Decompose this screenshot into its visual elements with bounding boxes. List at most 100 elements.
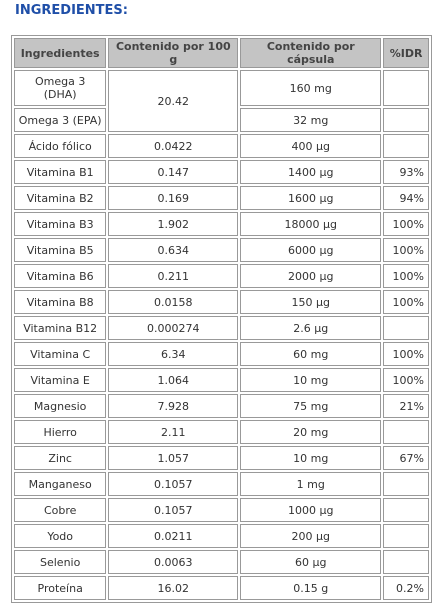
table-cell: Vitamina E: [14, 368, 107, 392]
table-cell: Omega 3 (DHA): [14, 70, 107, 106]
table-cell: 10 mg: [240, 368, 382, 392]
table-cell: Ácido fólico: [14, 134, 107, 158]
table-row: Vitamina B6 0.211 2000 µg 100%: [14, 264, 429, 288]
table-cell: 2000 µg: [240, 264, 382, 288]
table-cell: 100%: [383, 264, 429, 288]
table-row: Cobre 0.1057 1000 µg: [14, 498, 429, 522]
table-cell: 0.147: [108, 160, 239, 184]
table-cell: 100%: [383, 290, 429, 314]
column-header: Contenido por cápsula: [240, 38, 382, 68]
table-row: Vitamina B8 0.0158 150 µg 100%: [14, 290, 429, 314]
table-cell: 1.902: [108, 212, 239, 236]
table-cell: [383, 316, 429, 340]
table-cell: 160 mg: [240, 70, 382, 106]
table-cell: [383, 420, 429, 444]
table-cell: Vitamina B5: [14, 238, 107, 262]
table-cell: Hierro: [14, 420, 107, 444]
table-row: Vitamina B5 0.634 6000 µg 100%: [14, 238, 429, 262]
table-cell: 1400 µg: [240, 160, 382, 184]
table-row: Yodo 0.0211 200 µg: [14, 524, 429, 548]
table-cell: 93%: [383, 160, 429, 184]
column-header: %IDR: [383, 38, 429, 68]
table-cell: [383, 524, 429, 548]
table-cell: [383, 70, 429, 106]
table-cell: 10 mg: [240, 446, 382, 470]
table-cell: [383, 550, 429, 574]
table-cell: 7.928: [108, 394, 239, 418]
table-cell: Zinc: [14, 446, 107, 470]
table-row: Proteína 16.02 0.15 g 0.2%: [14, 576, 429, 600]
table-row: Omega 3 (DHA) 20.42 160 mg: [14, 70, 429, 132]
section-title: INGREDIENTES:: [15, 3, 128, 18]
table-cell: 200 µg: [240, 524, 382, 548]
table-cell: 67%: [383, 446, 429, 470]
table-row: Vitamina B1 0.147 1400 µg 93%: [14, 160, 429, 184]
table-cell: Yodo: [14, 524, 107, 548]
table-cell: 2.11: [108, 420, 239, 444]
table-cell: 1000 µg: [240, 498, 382, 522]
table-cell: 94%: [383, 186, 429, 210]
table-row: Manganeso 0.1057 1 mg: [14, 472, 429, 496]
table-cell: 0.000274: [108, 316, 239, 340]
table-cell: 400 µg: [240, 134, 382, 158]
table-cell: 20.42: [108, 70, 239, 132]
table-row: Magnesio 7.928 75 mg 21%: [14, 394, 429, 418]
table-cell: 100%: [383, 238, 429, 262]
table-cell: Vitamina B1: [14, 160, 107, 184]
table-cell: 18000 µg: [240, 212, 382, 236]
table-body: Omega 3 (DHA) 20.42 160 mg Omega 3 (EPA) 32 …: [14, 70, 429, 600]
table-cell: [383, 134, 429, 158]
table-cell: [383, 472, 429, 496]
table-cell: 1 mg: [240, 472, 382, 496]
table-cell: 16.02: [108, 576, 239, 600]
table-cell: 0.0422: [108, 134, 239, 158]
table-cell: Vitamina B6: [14, 264, 107, 288]
table-cell: 0.1057: [108, 472, 239, 496]
table-cell: [383, 108, 429, 132]
table-row: Vitamina C 6.34 60 mg 100%: [14, 342, 429, 366]
table-row: Hierro 2.11 20 mg: [14, 420, 429, 444]
table-cell: 6000 µg: [240, 238, 382, 262]
table-cell: 1.057: [108, 446, 239, 470]
table-cell: Vitamina B2: [14, 186, 107, 210]
table-cell: 2.6 µg: [240, 316, 382, 340]
table-cell: 0.1057: [108, 498, 239, 522]
table-cell: Cobre: [14, 498, 107, 522]
table-cell: 1600 µg: [240, 186, 382, 210]
table-cell: 32 mg: [240, 108, 382, 132]
column-header: Ingredientes: [14, 38, 107, 68]
table-cell: 150 µg: [240, 290, 382, 314]
table-cell: 0.0063: [108, 550, 239, 574]
header-row: Ingredientes Contenido por 100 g Contenido…: [14, 38, 429, 68]
table-cell: Manganeso: [14, 472, 107, 496]
table-row: Vitamina B2 0.169 1600 µg 94%: [14, 186, 429, 210]
table-cell: 0.15 g: [240, 576, 382, 600]
table-cell: 100%: [383, 212, 429, 236]
table-cell: Vitamina B12: [14, 316, 107, 340]
table-cell: Selenio: [14, 550, 107, 574]
table-cell: 75 mg: [240, 394, 382, 418]
table-cell: Proteína: [14, 576, 107, 600]
table-cell: Vitamina B3: [14, 212, 107, 236]
table-cell: 0.634: [108, 238, 239, 262]
ingredients-table: Ingredientes Contenido por 100 g Contenido…: [11, 35, 432, 603]
table-cell: 0.0211: [108, 524, 239, 548]
table-row: Vitamina B12 0.000274 2.6 µg: [14, 316, 429, 340]
table-cell: Vitamina B8: [14, 290, 107, 314]
table-cell: 0.0158: [108, 290, 239, 314]
table-row: Vitamina B3 1.902 18000 µg 100%: [14, 212, 429, 236]
table-cell: 0.169: [108, 186, 239, 210]
table-row: Selenio 0.0063 60 µg: [14, 550, 429, 574]
table-cell: 60 mg: [240, 342, 382, 366]
table-cell: Omega 3 (EPA): [14, 108, 107, 132]
table-row: Vitamina E 1.064 10 mg 100%: [14, 368, 429, 392]
table-cell: 0.2%: [383, 576, 429, 600]
table-cell: Vitamina C: [14, 342, 107, 366]
table-cell: 60 µg: [240, 550, 382, 574]
table-cell: 20 mg: [240, 420, 382, 444]
table-cell: 100%: [383, 342, 429, 366]
table-cell: 100%: [383, 368, 429, 392]
table-cell: 1.064: [108, 368, 239, 392]
column-header: Contenido por 100 g: [108, 38, 239, 68]
